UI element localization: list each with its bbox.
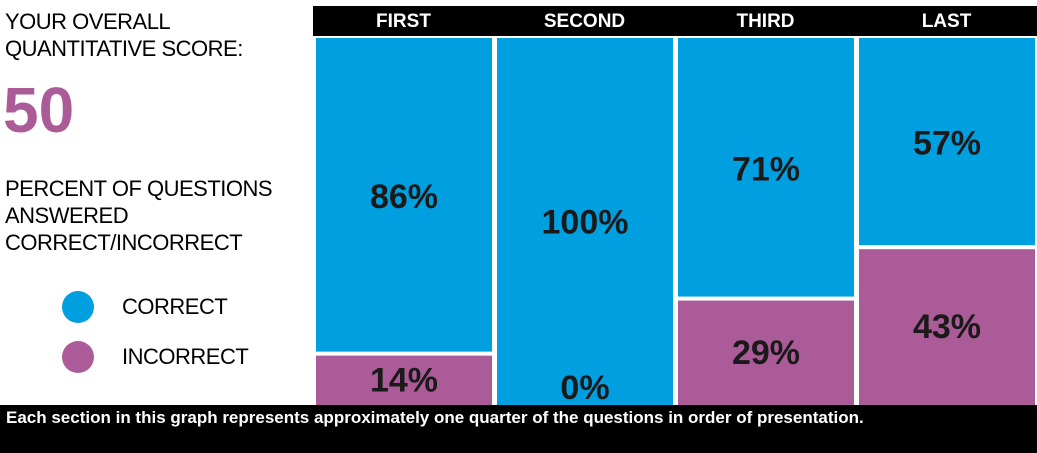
footer-note-text: Each section in this graph represents ap…: [6, 408, 864, 427]
category-label-first: FIRST: [376, 11, 431, 32]
legend-item-correct: CORRECT: [62, 290, 228, 324]
footer-note: Each section in this graph represents ap…: [0, 405, 1037, 453]
label-incorrect-second: 0%: [560, 369, 609, 407]
legend-correct-dot-icon: [62, 291, 94, 323]
legend-incorrect-label: INCORRECT: [122, 344, 249, 369]
label-correct-first: 86%: [370, 178, 438, 216]
label-incorrect-third: 29%: [732, 334, 800, 372]
legend-incorrect-dot-icon: [62, 341, 94, 373]
label-incorrect-last: 43%: [913, 308, 981, 346]
bar-correct-last: [859, 38, 1035, 246]
label-correct-third: 71%: [732, 150, 800, 188]
legend-correct-label: CORRECT: [122, 294, 228, 319]
percent-questions-label: PERCENT OF QUESTIONS ANSWERED CORRECT/IN…: [5, 176, 273, 255]
bar-incorrect-third: [678, 300, 854, 405]
bar-correct-third: [678, 38, 854, 297]
category-label-third: THIRD: [736, 11, 794, 32]
category-label-last: LAST: [922, 11, 972, 32]
label-incorrect-first: 14%: [370, 361, 438, 399]
category-label-second: SECOND: [544, 11, 625, 32]
bar-incorrect-first: [316, 355, 492, 405]
chart-header-band: [313, 6, 1037, 36]
label-correct-last: 57%: [913, 125, 981, 163]
bar-correct-first: [316, 38, 492, 352]
bar-incorrect-last: [859, 249, 1035, 405]
score-value: 50: [3, 74, 75, 146]
score-label: YOUR OVERALL QUANTITATIVE SCORE:: [5, 9, 243, 61]
bar-correct-second: [497, 38, 673, 405]
legend-item-incorrect: INCORRECT: [62, 340, 249, 374]
label-correct-second: 100%: [542, 204, 629, 242]
